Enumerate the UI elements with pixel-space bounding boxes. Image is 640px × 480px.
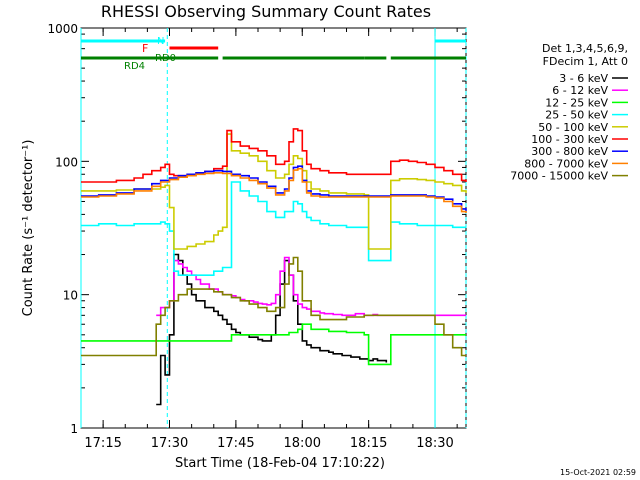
x-tick-label: 18:15	[350, 436, 387, 451]
x-tick-label: 18:00	[284, 436, 321, 451]
legend-label: 12 - 25 keV	[545, 96, 608, 109]
chart-title: RHESSI Observing Summary Count Rates	[101, 2, 431, 21]
x-axis: 17:15 17:30 17:45 18:00 18:15 18:30	[80, 28, 458, 451]
series-line-50-100-kev	[81, 133, 467, 250]
series-line-300-800-kev	[81, 165, 467, 212]
legend-label: 25 - 50 keV	[545, 109, 608, 122]
x-tick-label: 17:45	[217, 436, 254, 451]
legend-label: 3 - 6 keV	[559, 72, 608, 85]
legend-label: 7000 - 15000 keV	[510, 170, 608, 183]
legend-header-line-1: Det 1,3,4,5,6,9,	[542, 42, 628, 55]
series-line-12-25-kev	[81, 323, 466, 366]
y-tick-label: 1000	[47, 22, 78, 36]
y-tick-label: 1	[70, 422, 78, 436]
series-line-25-50-kev	[81, 181, 466, 276]
y-tick-label: 100	[55, 155, 78, 169]
x-tick-label: 17:30	[151, 436, 188, 451]
legend-label: 6 - 12 keV	[552, 84, 608, 97]
legend-header-line-2: FDecim 1, Att 0	[543, 55, 628, 68]
footer-timestamp: 15-Oct-2021 02:59	[560, 468, 636, 477]
x-tick-label: 18:30	[416, 436, 453, 451]
legend-label: 50 - 100 keV	[538, 121, 608, 134]
annotation-rd4: RD4	[124, 61, 145, 72]
series-line-100-300-kev	[81, 128, 467, 183]
y-tick-label: 10	[63, 289, 78, 303]
annotation-flare: F	[142, 42, 148, 55]
state-bars	[81, 39, 466, 60]
series-line-800-7000-kev	[81, 167, 467, 213]
legend-label: 100 - 300 keV	[531, 133, 608, 146]
legend-label: 300 - 800 keV	[531, 145, 608, 158]
legend-label: 800 - 7000 keV	[524, 157, 608, 170]
annotation-rd0: RD0	[155, 53, 176, 64]
series-line-3-6-kev	[156, 253, 388, 406]
annotation-night: N	[157, 36, 164, 47]
legend: Det 1,3,4,5,6,9, FDecim 1, Att 0 3 - 6 k…	[510, 42, 628, 183]
x-axis-label: Start Time (18-Feb-04 17:10:22)	[175, 456, 385, 471]
x-tick-label: 17:15	[84, 436, 121, 451]
data-series	[81, 128, 467, 406]
y-axis-label: Count Rate (s⁻¹ detector⁻¹)	[21, 140, 36, 317]
series-line-7000-15000-kev	[81, 256, 466, 357]
